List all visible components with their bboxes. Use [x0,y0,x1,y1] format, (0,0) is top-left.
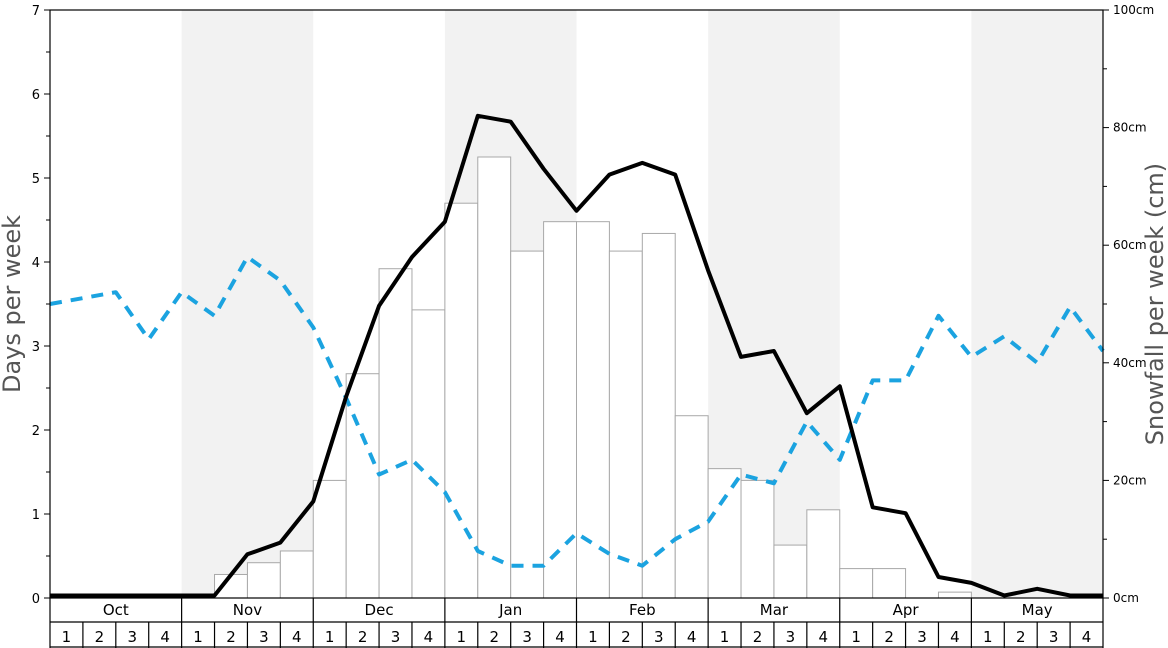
bar-week-13 [444,202,479,599]
left-tick-label-2: 2 [32,424,40,439]
left-tick-label-3: 3 [32,340,40,355]
left-tick-label-4: 4 [32,256,40,271]
week-label: 3 [917,628,927,646]
week-label: 1 [193,628,203,646]
right-axis: 0cm 20cm 40cm 60cm 80cm 100cm [1103,3,1154,605]
x-axis-table: Oct 1 2 3 4 Nov 1 2 3 4 Dec 1 2 3 4 Jan 1 2 3 4 Feb 1 2 3 4 Mar 1 2… [49,598,1104,648]
week-label: 2 [489,628,499,646]
week-label: 1 [851,628,861,646]
bar-week-19 [641,232,676,599]
bar-week-14 [477,156,512,599]
month-band-may [971,10,1103,598]
week-label: 2 [621,628,631,646]
month-label-jan: Jan [498,601,522,619]
month-label-nov: Nov [233,601,262,619]
week-label: 4 [950,628,960,646]
bar-week-8 [279,550,314,599]
left-tick-label-0: 0 [32,592,40,607]
week-label: 2 [1016,628,1026,646]
week-label: 4 [160,628,170,646]
week-label: 3 [1049,628,1059,646]
bar-week-17 [576,221,610,599]
week-label: 1 [62,628,72,646]
bar-week-12 [411,309,446,599]
week-label: 4 [819,628,829,646]
bar-week-16 [543,221,577,599]
month-label-oct: Oct [103,601,129,619]
month-label-mar: Mar [760,601,789,619]
left-tick-label-7: 7 [32,4,40,19]
week-label: 1 [588,628,598,646]
snow-days-line [50,113,1103,598]
right-tick-label-3: 60cm [1113,238,1147,252]
bar-week-23 [773,544,808,599]
left-tick-label-6: 6 [32,88,40,103]
week-label: 1 [457,628,467,646]
month-label-dec: Dec [365,601,394,619]
week-label: 3 [786,628,796,646]
snowfall-line [49,255,1105,568]
bar-week-15 [510,250,545,599]
week-label: 2 [753,628,763,646]
bar-week-11 [378,268,413,599]
week-label: 2 [95,628,105,646]
right-tick-label-2: 40cm [1113,356,1147,370]
bar-week-28 [937,591,972,599]
bar-week-26 [872,568,907,599]
week-label: 4 [687,628,697,646]
week-label: 1 [983,628,993,646]
week-label: 3 [127,628,137,646]
week-label: 4 [555,628,565,646]
month-label-may: May [1022,601,1053,619]
month-label-feb: Feb [629,601,656,619]
week-label: 3 [654,628,664,646]
week-label: 2 [226,628,236,646]
series-lines [49,113,1105,598]
bar-week-25 [839,568,874,599]
days-bars [214,156,972,599]
bar-week-20 [674,415,709,599]
left-tick-label-5: 5 [32,172,40,187]
month-band-nov [181,10,314,598]
month-label-apr: Apr [893,601,920,619]
week-label: 4 [292,628,302,646]
bar-week-24 [806,509,841,599]
right-tick-label-1: 20cm [1113,473,1147,487]
left-axis-title: Days per week [0,215,26,393]
week-label: 3 [259,628,269,646]
bar-week-9 [312,479,347,599]
right-tick-label-0: 0cm [1113,591,1139,605]
left-axis: 0 1 2 3 4 5 6 7 [32,4,50,607]
right-tick-label-5: 100cm [1113,3,1154,17]
week-label: 1 [720,628,730,646]
week-label: 3 [391,628,401,646]
bar-week-21 [707,468,742,599]
right-tick-label-4: 80cm [1113,121,1147,135]
week-label: 4 [424,628,434,646]
left-tick-label-1: 1 [32,508,40,523]
week-label: 4 [1082,628,1092,646]
week-label: 1 [325,628,335,646]
right-axis-title: Snowfall per week (cm) [1141,163,1168,445]
week-label: 3 [522,628,532,646]
week-label: 2 [884,628,894,646]
bar-week-10 [345,373,380,599]
bar-week-7 [246,562,281,599]
bar-week-22 [740,479,775,599]
bar-week-18 [608,250,643,599]
week-label: 2 [358,628,368,646]
